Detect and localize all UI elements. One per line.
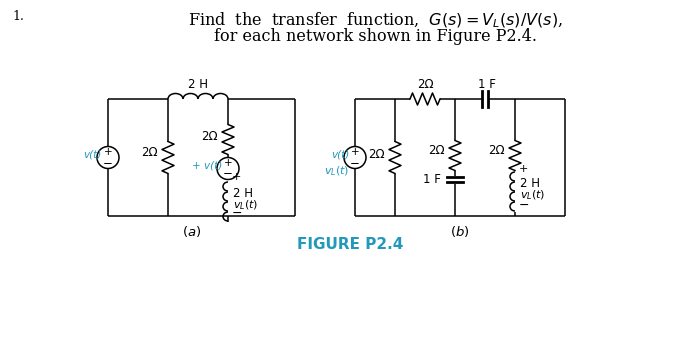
Text: −: − [103,157,113,170]
Text: 2 H: 2 H [188,78,208,91]
Text: −: − [519,199,529,212]
Text: for each network shown in Figure P2.4.: for each network shown in Figure P2.4. [214,28,536,45]
Text: 1 F: 1 F [478,78,496,91]
Text: 2 H: 2 H [520,177,540,190]
Text: FIGURE P2.4: FIGURE P2.4 [297,237,403,252]
Text: $v_L(t)$: $v_L(t)$ [233,199,258,212]
Text: v(t): v(t) [84,150,102,160]
Text: $v_L(t)$: $v_L(t)$ [520,189,545,202]
Text: +: + [224,158,232,168]
Text: −: − [350,157,360,170]
Text: 1.: 1. [12,10,24,23]
Text: $v_L(t)$: $v_L(t)$ [323,165,349,178]
Text: 2Ω: 2Ω [489,144,505,157]
Text: +: + [104,147,112,157]
Text: +: + [519,164,528,174]
Text: +: + [232,172,242,182]
Text: −: − [232,207,242,220]
Text: 2Ω: 2Ω [368,148,385,161]
Text: +: + [351,147,359,157]
Text: Find  the  transfer  function,  $G(s) = V_L(s)/V(s)$,: Find the transfer function, $G(s) = V_L(… [188,11,562,30]
Text: 2 H: 2 H [233,187,253,200]
Text: 1 F: 1 F [423,173,441,186]
Text: 2Ω: 2Ω [202,130,218,143]
Text: −: − [223,168,233,181]
Text: 2Ω: 2Ω [416,78,433,91]
Text: + v(t): + v(t) [192,161,222,171]
Text: v(t): v(t) [330,150,349,160]
Text: $(b)$: $(b)$ [450,224,470,239]
Text: 2Ω: 2Ω [428,144,445,157]
Text: 2Ω: 2Ω [141,146,158,159]
Text: $(a)$: $(a)$ [182,224,201,239]
